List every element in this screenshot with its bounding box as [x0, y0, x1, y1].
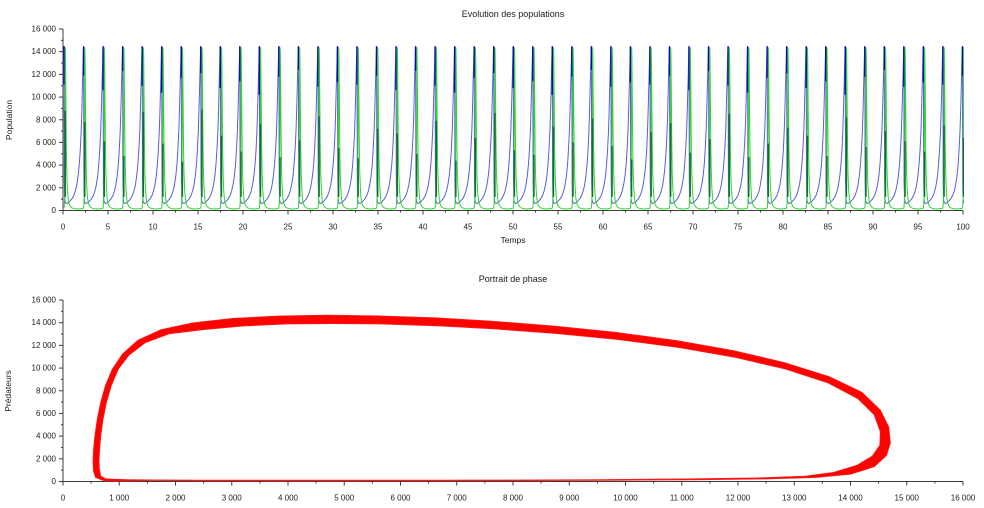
- x-tick-label: 15: [194, 223, 203, 232]
- x-tick-label: 0: [61, 223, 66, 232]
- x-tick-label: 10: [149, 223, 158, 232]
- x-tick-label: 7 000: [447, 494, 468, 503]
- phase-series: [92, 314, 891, 482]
- x-tick-label: 80: [779, 223, 788, 232]
- x-tick-label: 0: [61, 494, 66, 503]
- y-tick-label: 16 000: [32, 25, 57, 34]
- y-tick-label: 12 000: [32, 341, 57, 350]
- phase-chart: Portrait de phase Prédateurs 0 1 000 2 000…: [3, 274, 976, 503]
- y-tick-label: 4 000: [36, 161, 57, 170]
- x-tick-label: 12 000: [726, 494, 751, 503]
- x-tick-label: 25: [284, 223, 293, 232]
- x-tick-label: 3 000: [222, 494, 243, 503]
- x-tick-label: 40: [419, 223, 428, 232]
- y-tick-label: 6 000: [36, 409, 57, 418]
- x-tick-label: 8 000: [503, 494, 524, 503]
- x-tick-label: 20: [239, 223, 248, 232]
- y-tick-label: 0: [52, 206, 57, 215]
- evolution-series: [63, 46, 964, 210]
- y-tick-label: 6 000: [36, 138, 57, 147]
- evolution-axes: 0 5 10 15 20 25 30 35 40 45 50 55 60 65 70 75 80 85 90 95 10…: [32, 25, 971, 232]
- x-tick-label: 100: [956, 223, 970, 232]
- x-tick-label: 75: [734, 223, 743, 232]
- x-tick-label: 2 000: [165, 494, 186, 503]
- y-tick-label: 14 000: [32, 47, 57, 56]
- x-tick-label: 60: [599, 223, 608, 232]
- x-tick-label: 45: [464, 223, 473, 232]
- phase-y-axis-label: Prédateurs: [3, 370, 13, 412]
- evolution-chart-title: Evolution des populations: [462, 9, 565, 19]
- y-tick-label: 16 000: [32, 296, 57, 305]
- x-tick-label: 6 000: [390, 494, 411, 503]
- x-tick-label: 16 000: [951, 494, 976, 503]
- y-tick-label: 4 000: [36, 432, 57, 441]
- x-tick-label: 5: [106, 223, 111, 232]
- x-tick-label: 11 000: [670, 494, 694, 503]
- evolution-x-axis-label: Temps: [500, 235, 525, 245]
- y-tick-label: 12 000: [32, 70, 57, 79]
- y-tick-label: 10 000: [32, 364, 57, 373]
- x-tick-label: 15 000: [895, 494, 920, 503]
- x-tick-label: 30: [329, 223, 338, 232]
- x-tick-label: 14 000: [838, 494, 863, 503]
- x-tick-label: 1 000: [109, 494, 130, 503]
- y-tick-label: 8 000: [36, 386, 57, 395]
- y-tick-label: 14 000: [32, 318, 57, 327]
- x-tick-label: 85: [824, 223, 833, 232]
- x-tick-label: 50: [509, 223, 518, 232]
- phase-trajectory-band: [92, 314, 891, 482]
- x-tick-label: 10 000: [613, 494, 638, 503]
- x-tick-label: 5 000: [334, 494, 355, 503]
- x-tick-label: 70: [689, 223, 698, 232]
- x-tick-label: 13 000: [782, 494, 807, 503]
- y-tick-label: 10 000: [32, 93, 57, 102]
- evolution-y-axis-label: Population: [4, 100, 14, 140]
- predator-population-line: [63, 47, 964, 210]
- x-tick-label: 4 000: [278, 494, 299, 503]
- x-tick-label: 95: [914, 223, 923, 232]
- x-tick-label: 9 000: [559, 494, 580, 503]
- y-tick-label: 8 000: [36, 115, 57, 124]
- y-tick-label: 2 000: [36, 183, 57, 192]
- evolution-chart: Evolution des populations Population Tem…: [4, 9, 970, 245]
- y-tick-label: 0: [52, 477, 57, 486]
- phase-axes: 0 1 000 2 000 3 000 4 000 5 000 6 000 7 000 8 00…: [32, 296, 976, 503]
- x-tick-label: 65: [644, 223, 653, 232]
- y-tick-label: 2 000: [36, 454, 57, 463]
- x-tick-label: 90: [869, 223, 878, 232]
- x-tick-label: 55: [554, 223, 563, 232]
- phase-chart-title: Portrait de phase: [479, 274, 548, 284]
- x-tick-label: 35: [374, 223, 383, 232]
